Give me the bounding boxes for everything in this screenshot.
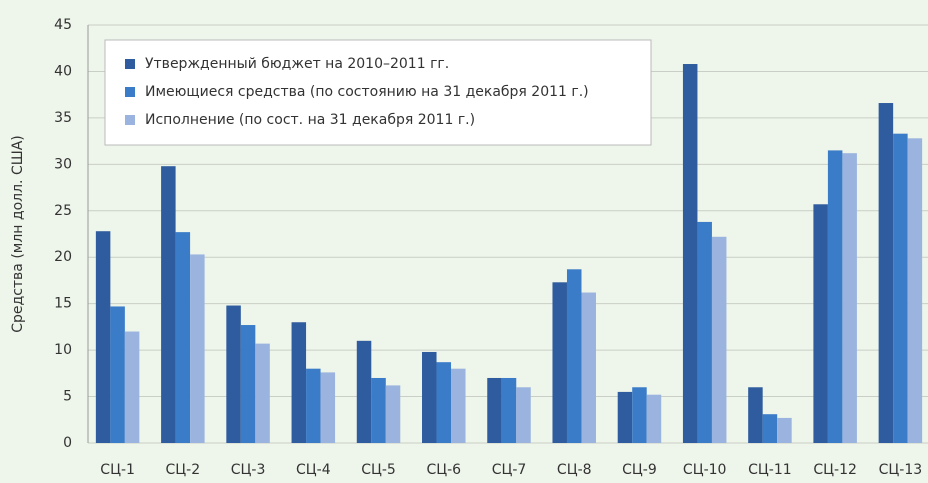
bar — [646, 394, 662, 443]
y-tick-label: 25 — [54, 203, 72, 219]
bar — [240, 325, 256, 443]
x-tick-label: СЦ-8 — [557, 462, 592, 478]
bar — [161, 166, 176, 444]
bar — [436, 362, 452, 443]
y-tick-label: 40 — [54, 63, 72, 79]
x-tick-label: СЦ-6 — [426, 462, 461, 478]
bar — [190, 254, 205, 443]
y-tick-label: 35 — [54, 110, 72, 126]
bar — [110, 306, 125, 443]
x-tick-label: СЦ-10 — [683, 462, 727, 478]
bar — [893, 133, 908, 443]
bar — [748, 387, 763, 443]
y-tick-label: 5 — [63, 389, 72, 405]
bar — [371, 377, 386, 443]
x-tick-label: СЦ-5 — [361, 462, 396, 478]
bar — [175, 232, 191, 443]
legend-box — [104, 39, 652, 146]
bar — [842, 153, 857, 444]
bar — [682, 64, 698, 443]
y-tick-label: 45 — [54, 17, 72, 33]
x-tick-label: СЦ-13 — [879, 462, 923, 478]
x-tick-label: СЦ-3 — [231, 462, 266, 478]
bar — [878, 103, 894, 443]
bar — [306, 368, 321, 443]
legend-label: Имеющиеся средства (по состоянию на 31 д… — [145, 84, 589, 100]
x-tick-label: СЦ-12 — [813, 462, 857, 478]
bar — [501, 377, 517, 443]
legend-label: Исполнение (по сост. на 31 декабря 2011 … — [145, 112, 475, 128]
bar — [697, 221, 712, 443]
bar — [356, 340, 372, 443]
bar — [516, 387, 531, 443]
bar — [320, 372, 336, 443]
legend-swatch — [125, 59, 135, 69]
bar — [552, 282, 567, 443]
bar — [255, 343, 270, 443]
x-tick-label: СЦ-1 — [100, 462, 135, 478]
bar — [95, 231, 111, 443]
bar — [385, 385, 401, 443]
bar — [617, 391, 633, 443]
x-tick-label: СЦ-7 — [492, 462, 527, 478]
y-tick-label: 20 — [54, 249, 72, 265]
x-tick-label: СЦ-9 — [622, 462, 657, 478]
bar — [711, 236, 727, 443]
bar — [581, 292, 596, 443]
bar — [566, 269, 582, 443]
bar — [291, 322, 307, 443]
legend-swatch — [125, 87, 135, 97]
x-tick-label: СЦ-11 — [748, 462, 792, 478]
y-tick-label: 10 — [54, 342, 72, 358]
bar — [813, 204, 828, 443]
bar — [777, 417, 792, 443]
y-tick-label: 30 — [54, 156, 72, 172]
bar — [907, 138, 923, 443]
bar — [827, 150, 843, 443]
bar — [422, 351, 437, 443]
bar — [226, 305, 241, 443]
y-tick-label: 0 — [63, 435, 72, 451]
legend-swatch — [125, 115, 135, 125]
bar — [632, 387, 647, 443]
y-axis-label: Средства (млн долл. США) — [10, 135, 26, 333]
bar — [451, 368, 466, 443]
bar — [124, 331, 140, 443]
bar — [487, 377, 502, 443]
y-tick-label: 15 — [54, 296, 72, 312]
legend-label: Утвержденный бюджет на 2010–2011 гг. — [145, 56, 449, 72]
x-tick-label: СЦ-2 — [166, 462, 201, 478]
bar — [762, 414, 778, 443]
x-tick-label: СЦ-4 — [296, 462, 331, 478]
